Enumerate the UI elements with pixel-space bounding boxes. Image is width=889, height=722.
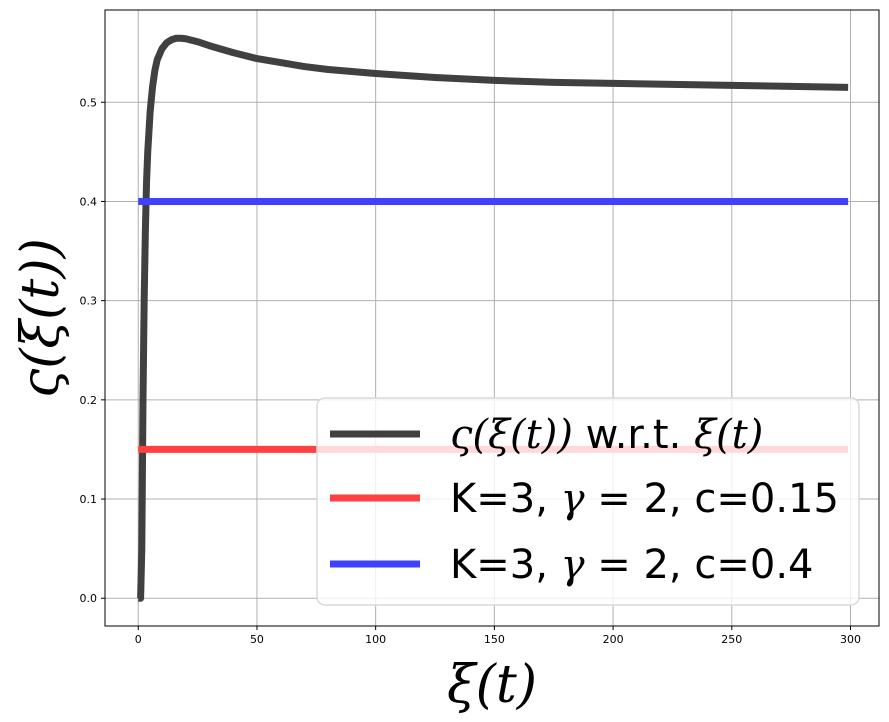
series-line-1 bbox=[135, 34, 849, 602]
legend-entry-3: K=3, γ = 2, c=0.4 bbox=[450, 542, 813, 588]
legend-entry-2: K=3, γ = 2, c=0.15 bbox=[450, 476, 839, 522]
y-tick-label: 0.1 bbox=[80, 493, 98, 506]
y-tick-label: 0.3 bbox=[80, 295, 98, 308]
y-tick-label: 0.2 bbox=[80, 394, 98, 407]
x-axis-label: ξ(t) bbox=[447, 655, 537, 715]
x-tick-label: 100 bbox=[365, 633, 386, 646]
x-tick-label: 0 bbox=[135, 633, 142, 646]
legend: ς(ξ(t)) w.r.t. ξ(t) K=3, γ = 2, c=0.15 K=3… bbox=[316, 397, 860, 606]
y-tick-label: 0.0 bbox=[80, 592, 98, 605]
x-tick-label: 300 bbox=[840, 633, 861, 646]
x-tick-label: 250 bbox=[721, 633, 742, 646]
ticks: 0 50 100 150 200 250 300 0.0 0.1 0.2 0.3 0.4 0.5 bbox=[80, 96, 862, 646]
legend-entry-1: ς(ξ(t)) w.r.t. ξ(t) bbox=[450, 412, 763, 458]
x-tick-label: 150 bbox=[484, 633, 505, 646]
x-tick-label: 200 bbox=[603, 633, 624, 646]
y-axis-label: ς(ξ(t)) bbox=[11, 238, 71, 398]
plot-frame bbox=[104, 9, 880, 627]
y-tick-label: 0.5 bbox=[80, 96, 98, 109]
x-tick-label: 50 bbox=[250, 633, 264, 646]
legend-box bbox=[316, 397, 860, 606]
y-tick-label: 0.4 bbox=[80, 195, 98, 208]
